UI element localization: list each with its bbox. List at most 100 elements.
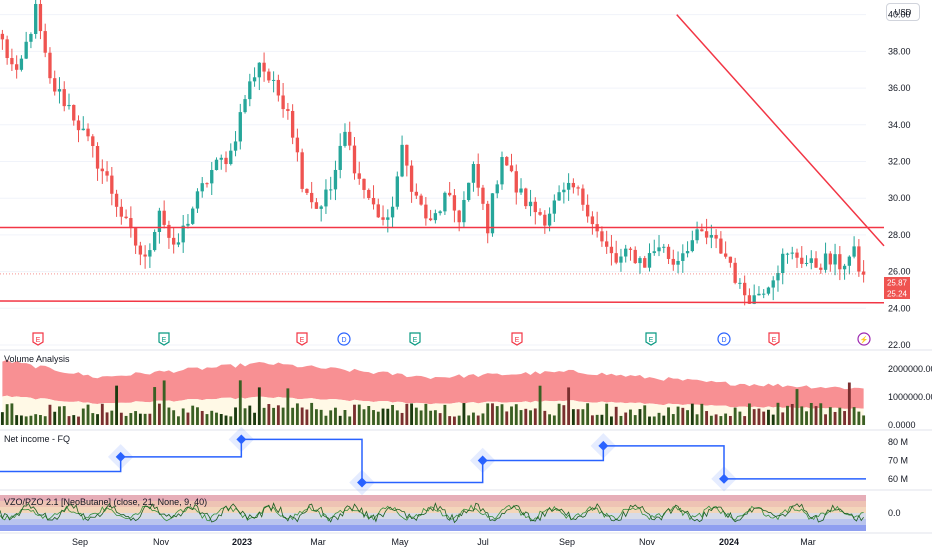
svg-text:E: E bbox=[772, 337, 777, 344]
volume-bar bbox=[196, 407, 199, 425]
candle-body bbox=[348, 131, 352, 146]
volume-bar bbox=[24, 416, 28, 425]
candle-body bbox=[281, 95, 285, 110]
candle-body bbox=[0, 33, 5, 40]
candle-body bbox=[471, 164, 476, 183]
candle-body bbox=[276, 79, 281, 96]
volume-pane: 2000000.00 1000000.00 0.0000 bbox=[0, 359, 932, 430]
candle-body bbox=[43, 31, 47, 53]
candle-body bbox=[709, 235, 714, 238]
candle-body bbox=[490, 193, 495, 234]
candle-body bbox=[386, 217, 390, 220]
volume-bar bbox=[100, 403, 104, 425]
net-income-point bbox=[236, 434, 247, 445]
candle-body bbox=[495, 184, 499, 194]
candle-body bbox=[671, 258, 675, 265]
candle-body bbox=[371, 197, 376, 205]
time-tick-label: Sep bbox=[559, 537, 575, 547]
volume-bar bbox=[395, 410, 399, 425]
candle-body bbox=[105, 171, 109, 176]
candle-body bbox=[38, 3, 43, 32]
candle-body bbox=[447, 192, 452, 196]
candle-body bbox=[771, 280, 775, 288]
candle-body bbox=[438, 211, 442, 214]
candle-body bbox=[614, 253, 618, 263]
volume-bar bbox=[824, 414, 827, 425]
candle-body bbox=[785, 253, 790, 255]
candle-body bbox=[605, 241, 609, 247]
candle-body bbox=[819, 267, 823, 270]
volume-bar bbox=[733, 407, 737, 425]
candle-body bbox=[329, 189, 333, 191]
candle-body bbox=[742, 282, 747, 296]
candle-body bbox=[286, 109, 290, 111]
candle-body bbox=[509, 165, 514, 172]
trendlines[interactable] bbox=[0, 14, 885, 304]
candle-body bbox=[676, 260, 680, 265]
volume-bar bbox=[72, 415, 76, 425]
candle-body bbox=[857, 246, 861, 272]
volume-bar bbox=[786, 405, 789, 425]
volume-bar bbox=[5, 404, 9, 425]
candle-body bbox=[609, 246, 614, 254]
candle-body bbox=[633, 249, 637, 264]
candle-body bbox=[219, 157, 223, 160]
currency-selector[interactable]: USD bbox=[886, 3, 920, 21]
candle-body bbox=[828, 253, 832, 265]
candle-body bbox=[248, 81, 252, 100]
volume-bar bbox=[391, 404, 394, 425]
volume-bar bbox=[838, 407, 842, 425]
volume-bar bbox=[272, 407, 276, 425]
volume-bar bbox=[172, 410, 176, 425]
volume-bar bbox=[448, 416, 452, 425]
volume-bar bbox=[771, 414, 775, 425]
grid bbox=[0, 14, 932, 534]
volume-bar bbox=[857, 411, 861, 425]
volume-bar bbox=[695, 414, 699, 425]
volume-bar bbox=[243, 408, 247, 425]
event-markers[interactable]: E E E D E E E D E ⚡ bbox=[32, 332, 871, 346]
candle-body bbox=[333, 169, 338, 190]
volume-bar bbox=[467, 415, 471, 425]
horizontal-support-line bbox=[0, 300, 885, 304]
candle-body bbox=[581, 188, 585, 205]
time-axis: Sep Nov 2023 Mar May Jul Sep Nov 2024 Mar bbox=[72, 537, 816, 547]
volume-bar bbox=[519, 410, 523, 425]
candle-body bbox=[809, 258, 813, 263]
volume-bar bbox=[714, 414, 718, 425]
candle-body bbox=[195, 191, 200, 209]
event-marker-dividend: D bbox=[717, 332, 731, 346]
price-tick-label: 22.00 bbox=[888, 340, 911, 350]
pzo-line bbox=[0, 504, 864, 522]
candle-body bbox=[390, 206, 395, 218]
volume-bar bbox=[177, 416, 180, 425]
candle-body bbox=[543, 214, 547, 226]
net-income-pane: 80 M 70 M 60 M bbox=[0, 426, 908, 496]
time-tick-label: 2024 bbox=[719, 537, 739, 547]
volume-bar bbox=[424, 403, 428, 425]
candle-body bbox=[823, 253, 828, 270]
volume-bar bbox=[305, 409, 309, 425]
volume-bar bbox=[462, 403, 466, 425]
volume-bar bbox=[281, 407, 285, 425]
candle-body bbox=[224, 157, 228, 165]
candle-body bbox=[776, 272, 780, 281]
candle-body bbox=[847, 256, 852, 266]
candle-body bbox=[585, 204, 590, 217]
candle-body bbox=[666, 246, 671, 259]
volume-bar bbox=[210, 410, 214, 425]
candle-body bbox=[681, 253, 685, 261]
volume-bar bbox=[348, 416, 352, 425]
volume-bar bbox=[624, 412, 628, 425]
candle-body bbox=[300, 152, 304, 189]
candle-body bbox=[804, 262, 809, 264]
volume-bar bbox=[481, 413, 485, 425]
volume-bar bbox=[124, 415, 128, 425]
volume-bar bbox=[367, 405, 371, 425]
volume-bar bbox=[662, 415, 666, 425]
candle-body bbox=[690, 240, 694, 252]
candle-body bbox=[600, 231, 604, 242]
volume-bar bbox=[686, 410, 689, 425]
time-tick-label: May bbox=[391, 537, 409, 547]
